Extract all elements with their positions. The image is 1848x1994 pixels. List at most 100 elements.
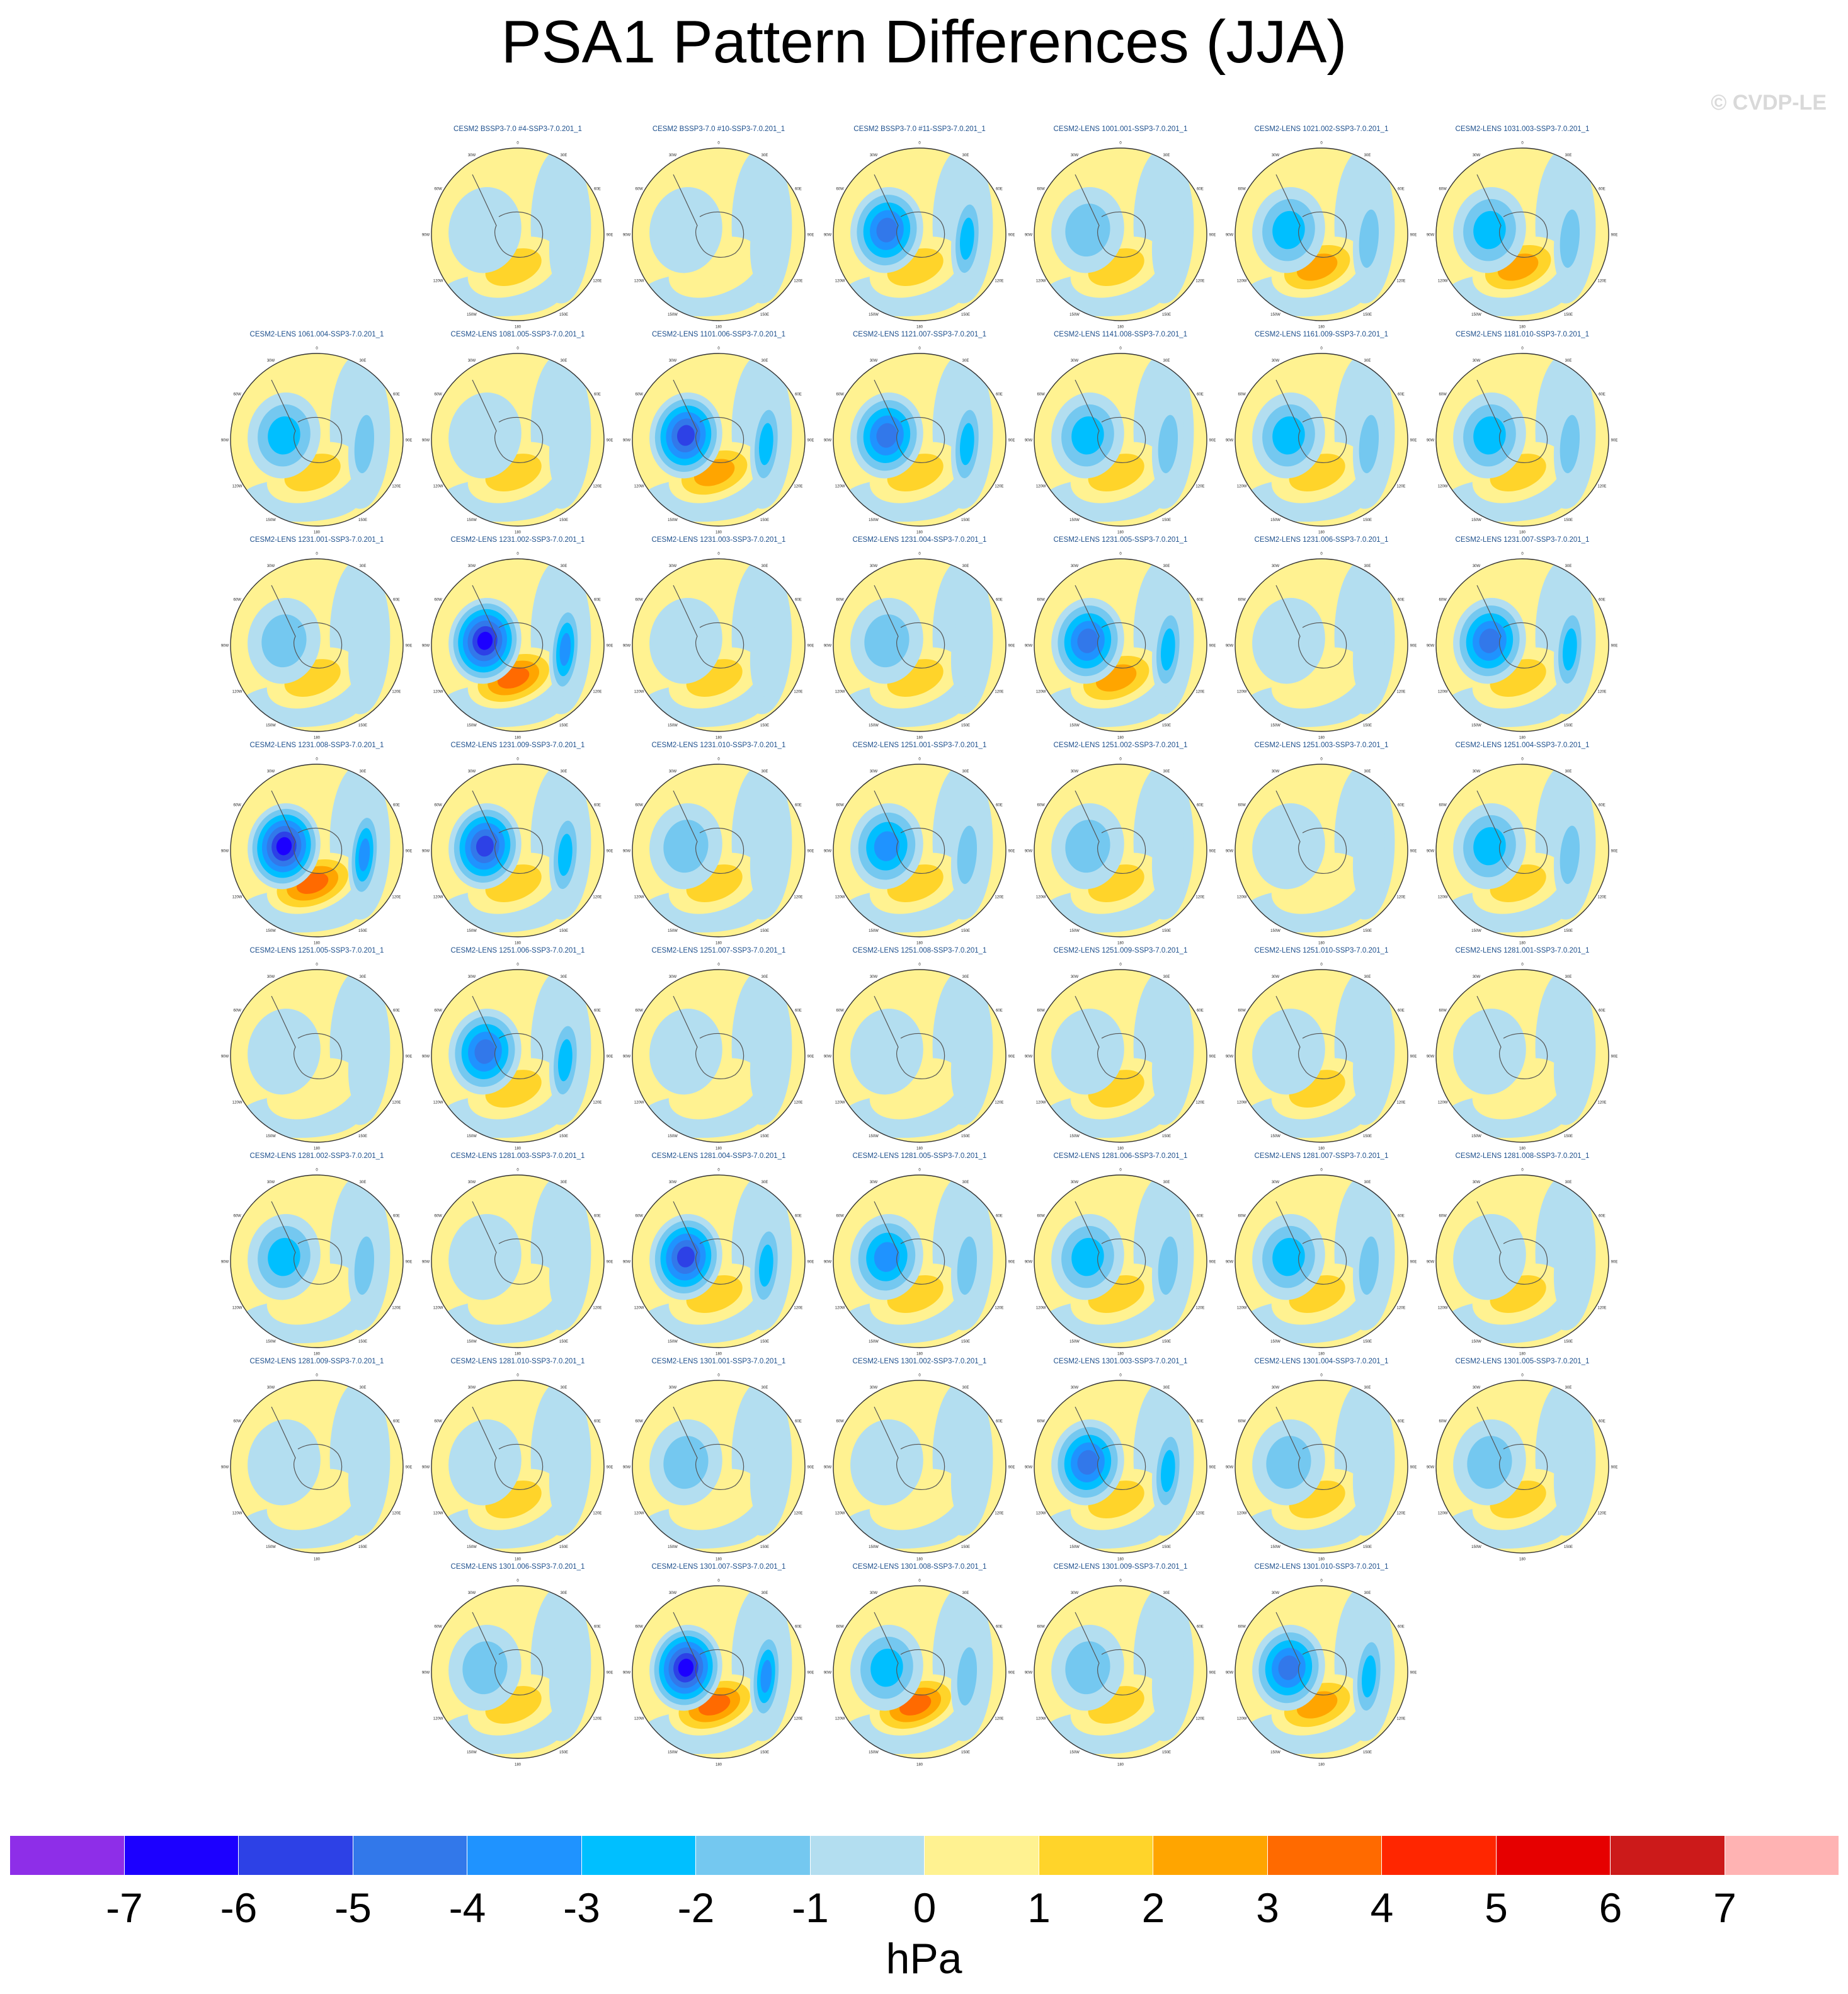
longitude-label: 150E — [1363, 929, 1372, 933]
longitude-label: 150E — [1564, 313, 1573, 317]
panel-title: CESM2-LENS 1281.003-SSP3-7.0.201_1 — [450, 1152, 585, 1160]
longitude-label: 60W — [1238, 804, 1246, 808]
polar-map-panel: 0 30E 60E 90E 120E 150E 180 150W 120W 90W 60W 30W — [1427, 963, 1618, 1151]
longitude-label: 30W — [669, 1386, 677, 1390]
longitude-label: 180 — [1318, 1147, 1325, 1151]
longitude-label: 0 — [1521, 1374, 1524, 1378]
longitude-label: 30E — [962, 1181, 969, 1184]
longitude-label: 30E — [761, 1591, 768, 1595]
longitude-label: 30E — [1163, 1591, 1170, 1595]
longitude-label: 150E — [1162, 724, 1171, 728]
longitude-label: 30W — [870, 1386, 878, 1390]
longitude-label: 60E — [1398, 1625, 1405, 1629]
longitude-label: 30W — [468, 1386, 476, 1390]
polar-map-panel: 0 30E 60E 90E 120E 150E 180 150W 120W 90W 60W 30W — [422, 758, 613, 946]
coastline — [874, 995, 945, 1079]
longitude-label: 180 — [716, 736, 722, 740]
longitude-label: 60W — [1439, 393, 1447, 397]
longitude-label: 90E — [607, 1055, 613, 1059]
longitude-label: 60E — [1197, 1009, 1204, 1013]
longitude-label: 60E — [393, 1420, 400, 1424]
longitude-label: 90W — [221, 1055, 229, 1059]
longitude-label: 0 — [316, 963, 318, 967]
longitude-label: 0 — [717, 1374, 720, 1378]
longitude-label: 90W — [1427, 1055, 1435, 1059]
negative-anomaly-contour — [1151, 191, 1184, 286]
longitude-label: 180 — [716, 326, 722, 329]
panel-title: CESM2-LENS 1121.007-SSP3-7.0.201_1 — [852, 331, 987, 338]
negative-anomaly-contour — [960, 423, 974, 466]
longitude-label: 120W — [1036, 1307, 1046, 1310]
longitude-label: 60E — [996, 599, 1003, 602]
negative-anomaly-contour — [559, 633, 571, 666]
longitude-label: 30W — [669, 770, 677, 774]
longitude-label: 0 — [1320, 963, 1323, 967]
map-boundary — [833, 353, 1007, 527]
longitude-label: 60E — [795, 1420, 802, 1424]
negative-anomaly-contour — [957, 825, 978, 885]
map-boundary — [632, 558, 806, 732]
longitude-label: 120E — [794, 1101, 802, 1105]
negative-anomaly-contour — [678, 1658, 694, 1677]
coastline — [1275, 995, 1347, 1079]
longitude-label: 0 — [1320, 1374, 1323, 1378]
polar-map-panel: 0 30E 60E 90E 120E 150E 180 150W 120W 90W 60W 30W — [824, 347, 1015, 535]
longitude-label: 150W — [869, 1135, 879, 1138]
figure-title: PSA1 Pattern Differences (JJA) — [501, 8, 1347, 76]
longitude-label: 120E — [1597, 485, 1606, 489]
negative-anomaly-contour — [950, 1012, 983, 1108]
negative-anomaly-contour — [876, 423, 898, 448]
coastline — [1275, 790, 1347, 874]
longitude-label: 0 — [717, 1169, 720, 1172]
coastline — [673, 174, 744, 258]
longitude-label: 90W — [824, 645, 832, 648]
longitude-label: 120E — [995, 1512, 1003, 1516]
coastline — [673, 379, 744, 463]
negative-anomaly-contour — [1071, 1237, 1104, 1276]
map-boundary — [230, 969, 404, 1143]
longitude-label: 150W — [467, 1751, 477, 1755]
longitude-label: 120E — [1396, 1101, 1405, 1105]
map-boundary — [1435, 969, 1609, 1143]
negative-anomaly-contour — [750, 1423, 782, 1518]
longitude-label: 120E — [593, 1307, 602, 1310]
longitude-label: 90W — [1025, 234, 1033, 238]
longitude-label: 90E — [807, 1671, 814, 1675]
longitude-label: 0 — [1119, 553, 1122, 556]
longitude-label: 30E — [962, 564, 969, 568]
longitude-label: 30W — [669, 1591, 677, 1595]
colorbar-swatch — [239, 1836, 353, 1875]
longitude-label: 0 — [717, 1579, 720, 1583]
negative-anomaly-contour — [276, 837, 292, 856]
longitude-label: 0 — [516, 1579, 519, 1583]
polar-map-panel: 0 30E 60E 90E 120E 150E 180 150W 120W 90W 60W 30W — [1427, 347, 1618, 535]
panel-title: CESM2 BSSP3-7.0 #10-SSP3-7.0.201_1 — [652, 125, 785, 133]
longitude-label: 60W — [836, 599, 844, 602]
longitude-label: 90W — [1226, 1261, 1234, 1264]
longitude-label: 30W — [870, 1181, 878, 1184]
polar-map-panel: 0 30E 60E 90E 120E 150E 180 150W 120W 90W 60W 30W — [1025, 1579, 1216, 1767]
longitude-label: 120W — [433, 1717, 443, 1721]
longitude-label: 30W — [870, 975, 878, 979]
panel-title: CESM2-LENS 1231.007-SSP3-7.0.201_1 — [1455, 536, 1590, 544]
longitude-label: 90W — [1226, 1466, 1234, 1470]
longitude-label: 120W — [433, 1512, 443, 1516]
coastline — [1075, 1406, 1146, 1490]
longitude-label: 150E — [358, 1135, 367, 1138]
longitude-label: 150E — [559, 1135, 568, 1138]
longitude-label: 60E — [795, 804, 802, 808]
panel-title: CESM2-LENS 1251.008-SSP3-7.0.201_1 — [852, 947, 987, 954]
longitude-label: 30E — [1565, 154, 1572, 158]
longitude-label: 150W — [668, 1340, 678, 1344]
map-boundary — [632, 1380, 806, 1554]
map-boundary — [1034, 764, 1207, 937]
coastline — [271, 995, 343, 1079]
longitude-label: 30W — [1071, 154, 1079, 158]
longitude-label: 90E — [1008, 1261, 1015, 1264]
longitude-label: 90W — [623, 234, 631, 238]
longitude-label: 120E — [392, 896, 401, 900]
longitude-label: 120E — [593, 1717, 602, 1721]
colorbar-tick-label: -2 — [677, 1884, 715, 1931]
map-boundary — [1235, 1380, 1408, 1554]
longitude-label: 120W — [1237, 896, 1247, 900]
